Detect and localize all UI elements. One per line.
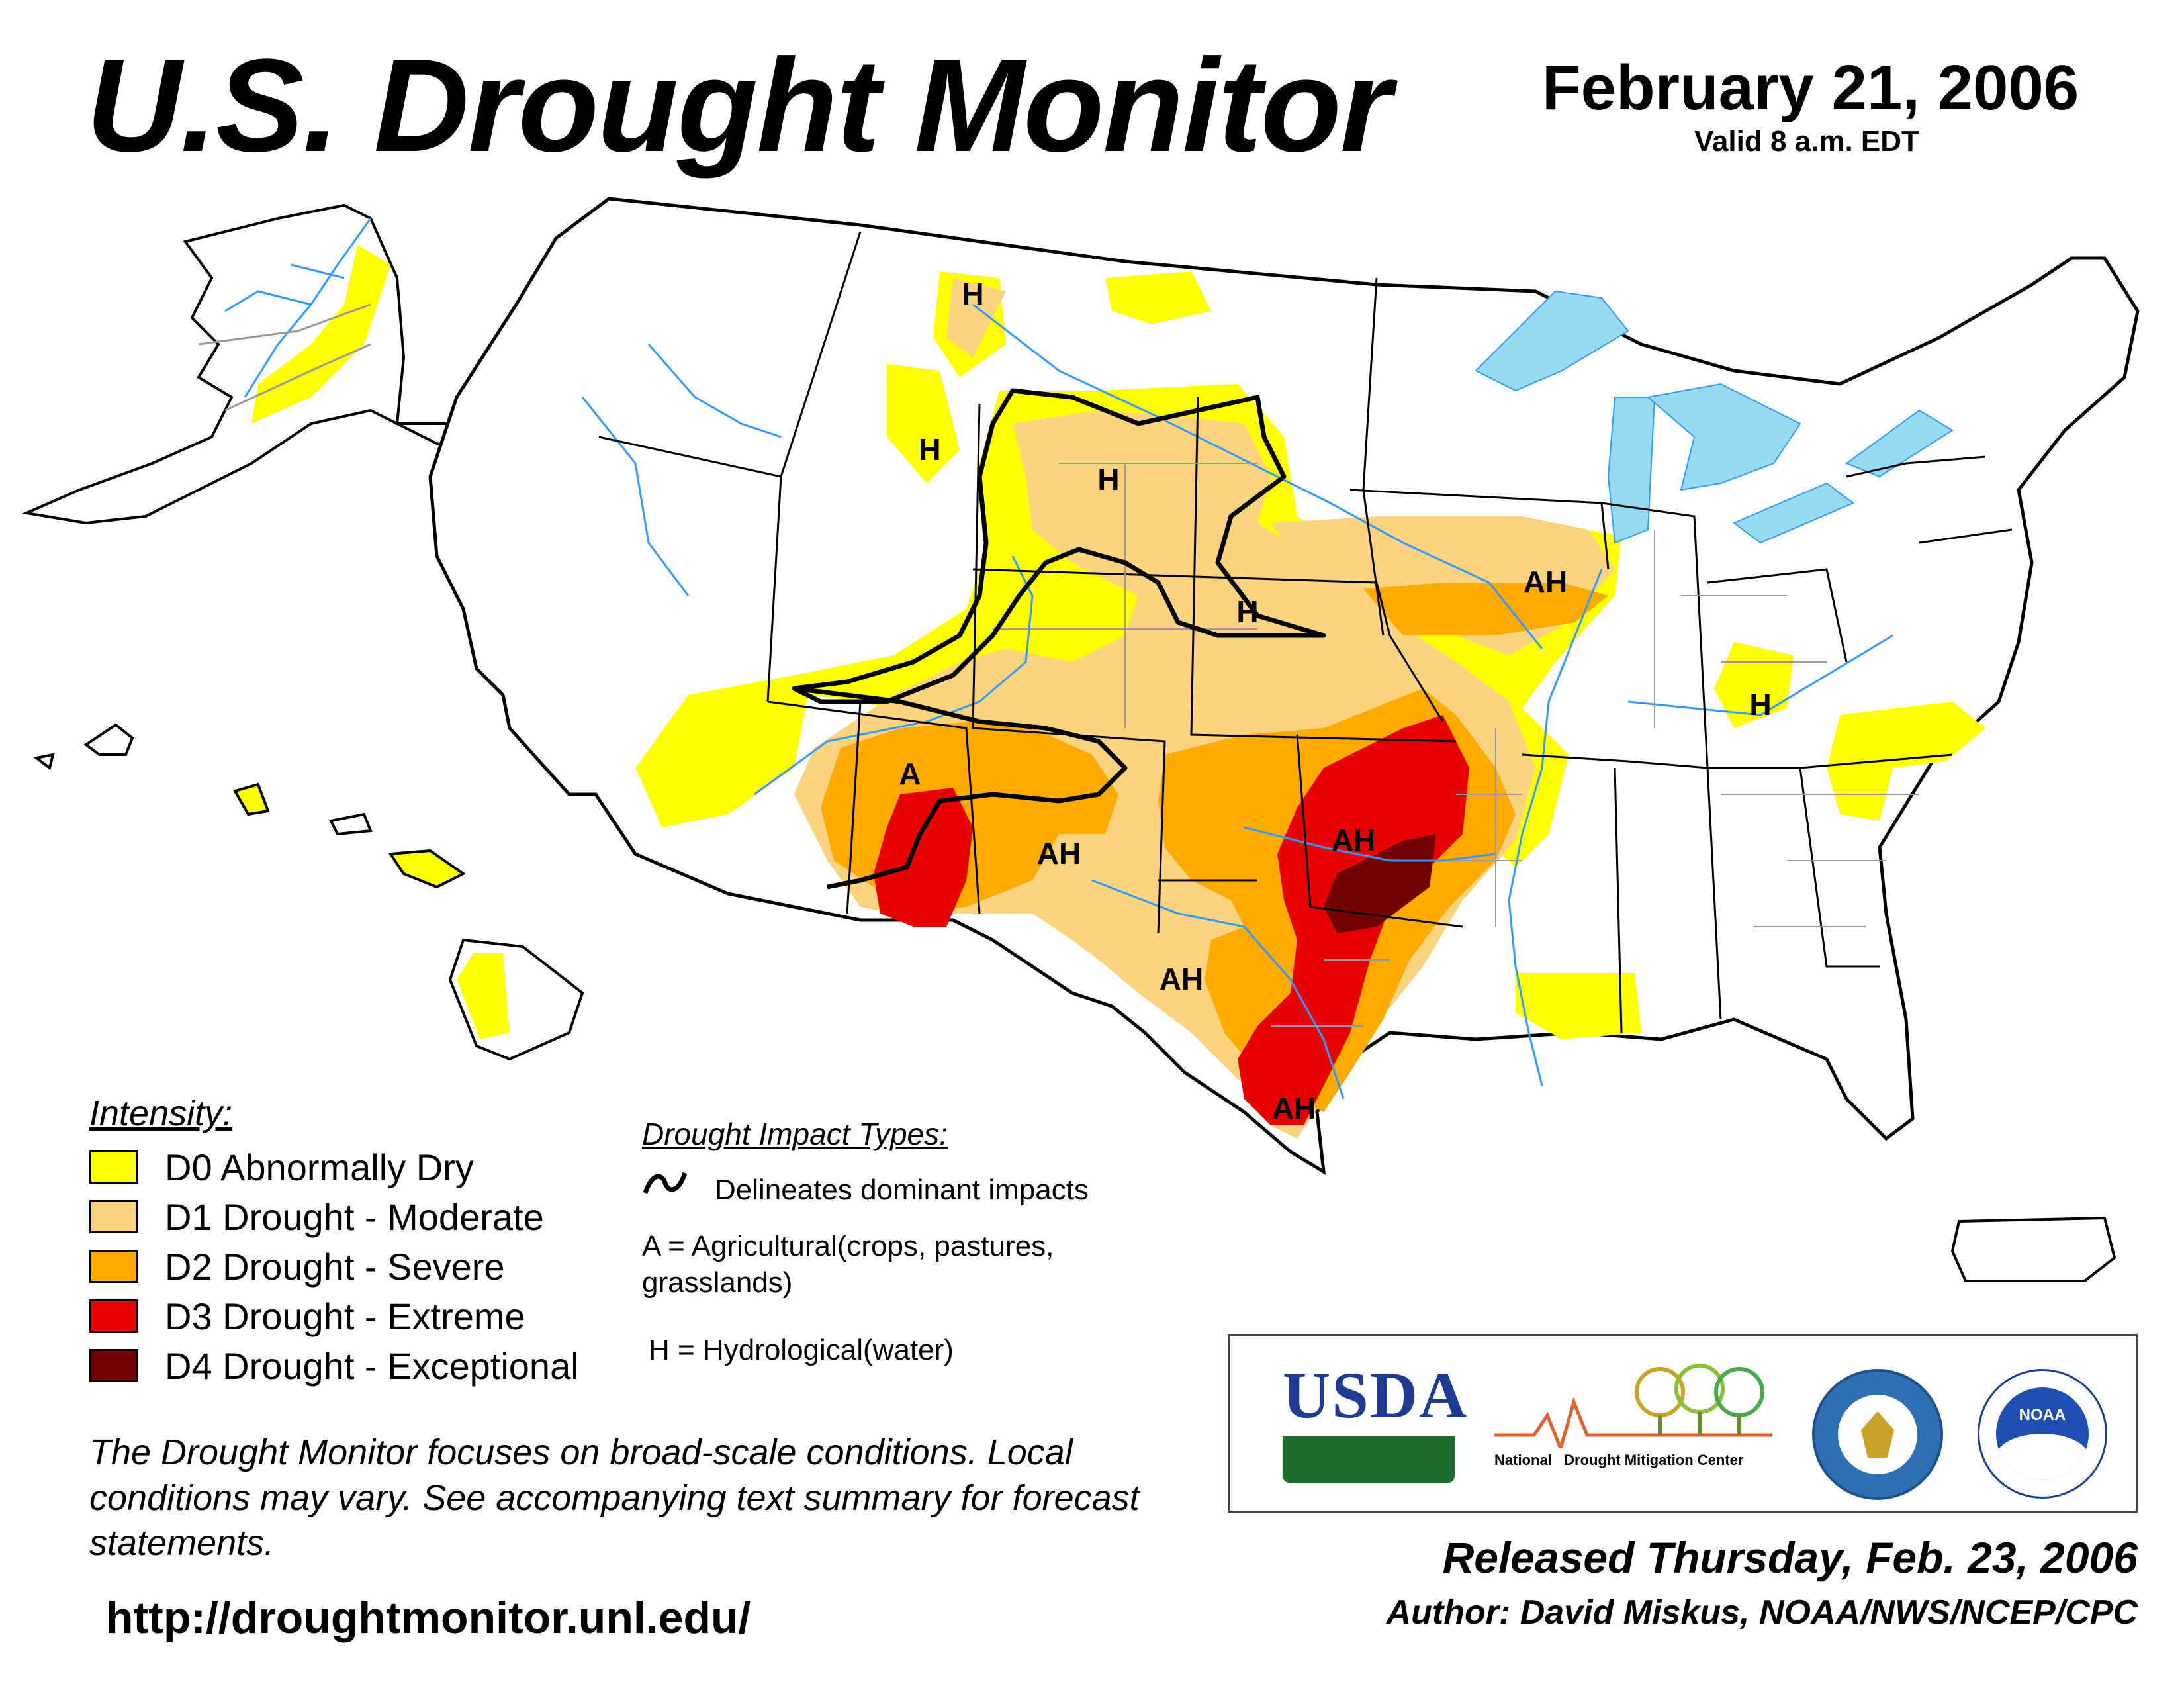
map-date: February 21, 2006 bbox=[1542, 52, 2079, 123]
legend-swatch bbox=[89, 1150, 138, 1184]
legend-item-d0: D0 Abnormally Dry bbox=[89, 1146, 474, 1188]
legend-item-d2: D2 Drought - Severe bbox=[89, 1245, 505, 1288]
author-credit: Author: David Miskus, NOAA/NWS/NCEP/CPC bbox=[1386, 1593, 2138, 1632]
impact-agricultural: A = Agricultural(crops, pastures, bbox=[642, 1230, 1054, 1262]
map-label: H bbox=[962, 277, 983, 311]
impact-boundaries bbox=[792, 388, 1326, 890]
noaa-logo-icon: NOAA bbox=[1978, 1369, 2107, 1499]
map-label: H bbox=[1097, 462, 1119, 496]
map-label: AH bbox=[1037, 836, 1081, 870]
release-date: Released Thursday, Feb. 23, 2006 bbox=[1442, 1533, 2138, 1582]
commerce-seal-icon bbox=[1812, 1369, 1943, 1500]
map-label: H bbox=[1236, 594, 1258, 629]
map-label: H bbox=[1749, 687, 1771, 722]
legend-item-d4: D4 Drought - Exceptional bbox=[89, 1344, 579, 1387]
website-link[interactable]: http://droughtmonitor.unl.edu/ bbox=[106, 1593, 751, 1643]
map-label: AH bbox=[1160, 962, 1203, 996]
legend-item-d3: D3 Drought - Extreme bbox=[89, 1295, 525, 1337]
impact-line-icon bbox=[643, 1172, 688, 1194]
rivers bbox=[581, 303, 1893, 1100]
impact-agricultural-cont: grasslands) bbox=[642, 1266, 793, 1299]
ndmc-trees-icon bbox=[1494, 1364, 1772, 1454]
county-boundaries bbox=[993, 463, 1919, 1027]
disclaimer-note: The Drought Monitor focuses on broad-sca… bbox=[89, 1432, 1140, 1564]
legend-label: D2 Drought - Severe bbox=[165, 1245, 505, 1288]
legend-label: D3 Drought - Extreme bbox=[165, 1295, 525, 1337]
map-label: H bbox=[919, 432, 940, 467]
legend-title: Intensity: bbox=[89, 1094, 233, 1133]
d4-area bbox=[1324, 834, 1436, 933]
impact-hydrological: H = Hydrological(water) bbox=[649, 1334, 954, 1366]
impact-labels: H H H H AH H A AH AH AH AH bbox=[899, 277, 1771, 1125]
ndmc-logo: National Drought Mitigation Center bbox=[1494, 1362, 1772, 1495]
legend-item-d1: D1 Drought - Moderate bbox=[89, 1196, 544, 1238]
map-label: AH bbox=[1272, 1091, 1316, 1125]
legend-label: D0 Abnormally Dry bbox=[165, 1146, 474, 1188]
legend-swatch bbox=[89, 1200, 138, 1233]
map-label: A bbox=[899, 757, 921, 791]
legend-label: D1 Drought - Moderate bbox=[165, 1196, 544, 1238]
legend-swatch bbox=[89, 1349, 138, 1382]
valid-time: Valid 8 a.m. EDT bbox=[1694, 125, 1919, 158]
legend-swatch bbox=[89, 1299, 138, 1333]
legend-label: D4 Drought - Exceptional bbox=[165, 1344, 579, 1387]
hawaii-map bbox=[33, 723, 584, 1061]
puerto-rico-map bbox=[1950, 1216, 2116, 1282]
usda-logo: USDA bbox=[1283, 1362, 1467, 1488]
agency-logos: USDA National Drought Mitigation Center … bbox=[1228, 1334, 2138, 1513]
great-lakes bbox=[1475, 290, 1954, 544]
legend-swatch bbox=[89, 1250, 138, 1283]
impact-types-title: Drought Impact Types: bbox=[642, 1117, 948, 1151]
page-title: U.S. Drought Monitor bbox=[86, 32, 1392, 179]
alaska-map bbox=[22, 203, 553, 525]
map-label: AH bbox=[1332, 823, 1375, 857]
map-label: AH bbox=[1524, 565, 1567, 599]
impact-delineates: Delineates dominant impacts bbox=[715, 1174, 1089, 1206]
